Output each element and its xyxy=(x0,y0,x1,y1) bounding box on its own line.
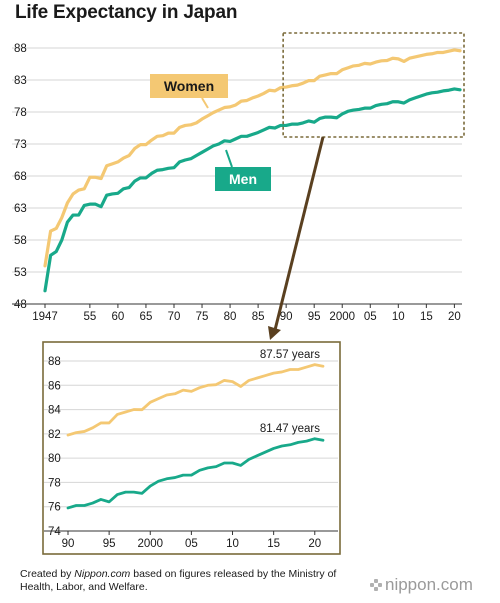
main-x-tick-label: 15 xyxy=(420,311,433,323)
women-label-leader xyxy=(201,97,209,109)
zoom-region-box xyxy=(282,32,465,138)
main-x-tick-label: 85 xyxy=(252,311,265,323)
main-x-tick-label: 65 xyxy=(140,311,153,323)
main-y-tick-label: 83 xyxy=(14,75,27,87)
men-label-badge xyxy=(215,167,271,191)
main-x-tick-label: 75 xyxy=(196,311,209,323)
women-label: Women xyxy=(164,78,214,94)
zoom-arrow-shaft xyxy=(273,136,325,331)
main-series-women-line xyxy=(43,48,462,268)
main-y-tick-label: 78 xyxy=(14,107,27,119)
inset-y-tick-label: 76 xyxy=(48,502,61,514)
main-y-tick-label: 68 xyxy=(14,171,27,183)
inset-y-tick-label: 84 xyxy=(48,405,61,417)
source-suffix: based on figures released by the Ministr… xyxy=(20,568,337,593)
main-x-tick-label: 55 xyxy=(83,311,96,323)
brand-logo: nippon.com xyxy=(370,575,473,595)
chart-title: Life Expectancy in Japan xyxy=(15,2,238,23)
main-x-tick-label: 70 xyxy=(168,311,181,323)
inset-x-tick-label: 15 xyxy=(267,538,280,550)
main-x-tick-label: 60 xyxy=(112,311,125,323)
inset-x-tick-label: 05 xyxy=(185,538,198,550)
main-x-tick-label: 90 xyxy=(280,311,293,323)
inset-x-tick-label: 95 xyxy=(103,538,116,550)
inset-y-tick-label: 80 xyxy=(48,453,61,465)
inset-y-tick-label: 78 xyxy=(48,477,61,489)
main-y-tick-label: 88 xyxy=(14,43,27,55)
main-x-tick-label: 95 xyxy=(308,311,321,323)
source-note: Created by Nippon.com based on figures r… xyxy=(20,568,370,594)
inset-series-women-line xyxy=(66,363,325,437)
source-prefix: Created by xyxy=(20,568,75,580)
inset-y-tick-label: 88 xyxy=(48,356,61,368)
main-y-tick-label: 58 xyxy=(14,235,27,247)
main-x-tick-label: 2000 xyxy=(329,311,355,323)
logo-mark-icon xyxy=(370,579,382,591)
main-x-tick-label: 20 xyxy=(448,311,461,323)
main-x-tick-label: 05 xyxy=(364,311,377,323)
main-x-tick-label: 80 xyxy=(224,311,237,323)
inset-x-tick-label: 2000 xyxy=(137,538,163,550)
inset-panel xyxy=(42,341,341,555)
zoom-arrow-head xyxy=(268,326,281,340)
main-y-tick-label: 63 xyxy=(14,203,27,215)
main-x-tick-label: 1947 xyxy=(32,311,58,323)
main-y-tick-label: 48 xyxy=(14,299,27,311)
main-y-tick-label: 73 xyxy=(14,139,27,151)
main-y-tick-label: 53 xyxy=(14,267,27,279)
inset-y-tick-label: 82 xyxy=(48,429,61,441)
main-series-men-line xyxy=(43,87,462,293)
inset-x-tick-label: 20 xyxy=(308,538,321,550)
inset-y-tick-label: 86 xyxy=(48,380,61,392)
annotation-women-end-value: 87.57 years xyxy=(260,349,320,361)
main-x-tick-label: 10 xyxy=(392,311,405,323)
inset-x-tick-label: 90 xyxy=(62,538,75,550)
women-label-badge xyxy=(150,74,228,98)
annotation-men-end-value: 81.47 years xyxy=(260,423,320,435)
inset-x-tick-label: 10 xyxy=(226,538,239,550)
inset-y-tick-label: 74 xyxy=(48,526,61,538)
logo-text: nippon.com xyxy=(385,575,473,594)
inset-series-men-line xyxy=(66,437,325,510)
source-name: Nippon.com xyxy=(74,568,131,580)
men-label-leader xyxy=(225,149,233,168)
men-label: Men xyxy=(229,171,257,187)
